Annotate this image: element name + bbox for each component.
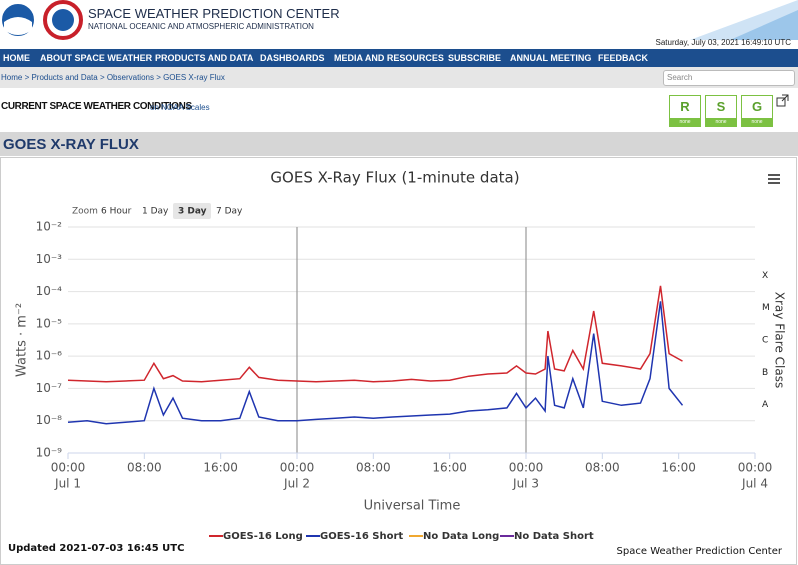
nws-logo <box>52 9 74 31</box>
chart-title: GOES X-Ray Flux (1-minute data) <box>270 169 519 187</box>
breadcrumb-bar: Home > Products and Data > Observations … <box>0 67 798 88</box>
legend-label[interactable]: No Data Short <box>514 531 594 542</box>
nav-item[interactable]: ABOUT SPACE WEATHER <box>40 53 153 63</box>
y-tick-label: 10⁻⁷ <box>36 381 63 395</box>
scale-status: none <box>670 118 700 126</box>
flare-class-label: C <box>762 336 768 346</box>
header-art <box>0 0 798 40</box>
nav-item[interactable]: SUBSCRIBE <box>448 53 502 63</box>
nav-item[interactable]: MEDIA AND RESOURCES <box>334 53 444 63</box>
y-tick-label: 10⁻⁵ <box>36 316 63 330</box>
flare-class-label: B <box>762 368 768 378</box>
conditions-title: CURRENT SPACE WEATHER CONDITIONS <box>1 101 192 112</box>
site-title: SPACE WEATHER PREDICTION CENTER <box>88 6 340 21</box>
scale-status: none <box>742 118 772 126</box>
x-tick-label: 16:00 <box>432 461 467 475</box>
x-tick-label: 16:00 <box>661 461 696 475</box>
zoom-button[interactable]: 1 Day <box>142 207 169 217</box>
scale-letter: S <box>716 99 726 114</box>
conditions-link[interactable]: on NOAA Scales <box>150 103 210 112</box>
x-tick-label: 08:00 <box>127 461 162 475</box>
popout-icon <box>776 97 786 107</box>
nav-item[interactable]: DASHBOARDS <box>260 53 325 63</box>
series-line <box>67 301 684 425</box>
popout-icon[interactable] <box>776 94 790 108</box>
nav-item[interactable]: ANNUAL MEETING <box>510 53 592 63</box>
x-tick-label: 00:00 <box>738 461 773 475</box>
zoom-button-bg <box>173 203 211 219</box>
flare-class-label: A <box>762 400 769 410</box>
x-axis-label: Universal Time <box>364 499 461 514</box>
menu-bar <box>768 182 780 184</box>
x-tick-label: 00:00 <box>509 461 544 475</box>
nav-item[interactable]: PRODUCTS AND DATA <box>155 53 254 63</box>
zoom-label: Zoom <box>72 207 98 217</box>
x-tick-label: 00:00 <box>51 461 86 475</box>
y-tick-label: 10⁻³ <box>36 252 63 266</box>
zoom-button[interactable]: 3 Day <box>178 207 207 217</box>
search-box[interactable]: Search <box>663 70 795 86</box>
site-subtitle: NATIONAL OCEANIC AND ATMOSPHERIC ADMINIS… <box>88 22 314 31</box>
credit: Space Weather Prediction Center <box>617 546 783 557</box>
y2-axis-label: Xray Flare Class <box>773 292 787 388</box>
popout-icon <box>781 94 789 102</box>
flare-class-label: M <box>762 303 770 313</box>
x-tick-label: 00:00 <box>280 461 315 475</box>
menu-bar <box>768 178 780 180</box>
nav-item[interactable]: HOME <box>3 53 30 63</box>
x-tick-date: Jul 1 <box>54 477 81 491</box>
page-title: GOES X-RAY FLUX <box>3 136 139 153</box>
x-tick-label: 08:00 <box>356 461 391 475</box>
nav-bar: HOME ABOUT SPACE WEATHER PRODUCTS AND DATA… <box>0 49 798 67</box>
zoom-button[interactable]: 7 Day <box>216 207 243 217</box>
scale-letter: R <box>680 99 690 114</box>
chart-panel <box>0 157 797 565</box>
title-bar: GOES X-RAY FLUX <box>0 132 798 156</box>
y-tick-label: 10⁻⁴ <box>36 284 63 298</box>
date: Saturday, July 03, 2021 16:49:10 UTC <box>655 38 792 47</box>
swoosh <box>730 10 798 40</box>
zoom-button[interactable]: 6 Hour <box>101 207 132 217</box>
legend-label[interactable]: GOES-16 Long <box>223 531 303 542</box>
updated: Updated 2021-07-03 16:45 UTC <box>8 543 184 554</box>
menu-button[interactable] <box>768 174 780 184</box>
x-tick-date: Jul 4 <box>741 477 768 491</box>
x-tick-date: Jul 3 <box>512 477 539 491</box>
menu-bar <box>768 174 780 176</box>
y-tick-label: 10⁻⁹ <box>36 446 63 460</box>
y-tick-label: 10⁻⁸ <box>36 413 63 427</box>
y-tick-label: 10⁻² <box>36 220 63 234</box>
scale-status: none <box>706 118 736 126</box>
x-tick-date: Jul 2 <box>283 477 310 491</box>
scale-letter: G <box>751 99 763 114</box>
y-tick-label: 10⁻⁶ <box>36 349 63 363</box>
breadcrumb[interactable]: Home > Products and Data > Observations … <box>1 73 225 82</box>
y-axis-label: Watts · m⁻² <box>15 303 30 377</box>
x-tick-label: 16:00 <box>203 461 238 475</box>
x-tick-label: 08:00 <box>585 461 620 475</box>
series-line <box>67 285 683 383</box>
legend-label[interactable]: No Data Long <box>423 531 499 542</box>
noaa-logo <box>4 17 32 35</box>
flare-class-label: X <box>762 271 768 281</box>
legend-label[interactable]: GOES-16 Short <box>320 531 403 542</box>
nav-item[interactable]: FEEDBACK <box>598 53 649 63</box>
